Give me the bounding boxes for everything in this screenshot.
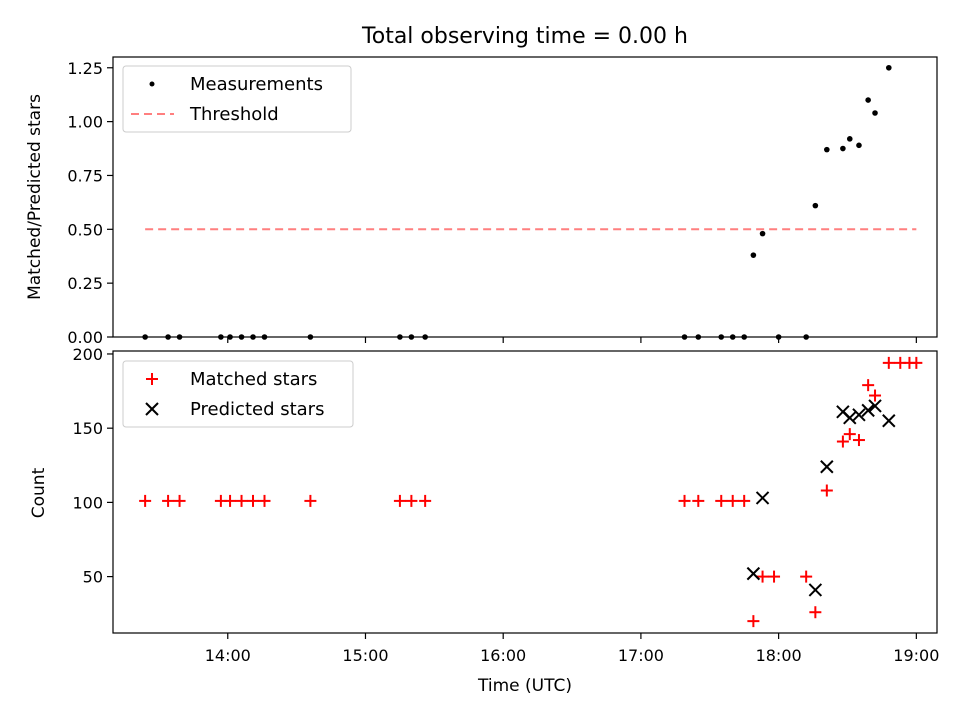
matched-star-point — [869, 389, 882, 402]
matched-star-point — [139, 494, 152, 507]
matched-star-point — [862, 379, 875, 392]
matched-star-point — [726, 494, 739, 507]
predicted-legend-label: Predicted stars — [190, 399, 324, 420]
measurement-point — [812, 202, 819, 209]
ratio-axes-frame — [112, 56, 938, 338]
predicted-star-point — [882, 414, 896, 428]
matched-star-point — [809, 606, 822, 619]
matched-star-point — [304, 494, 317, 507]
x-tick-label: 19:00 — [893, 646, 939, 665]
measurement-point — [750, 252, 757, 258]
measurement-point — [856, 142, 862, 149]
predicted-star-point — [868, 399, 882, 413]
x-tick-label: 14:00 — [205, 646, 251, 665]
predicted-star-point — [820, 460, 834, 474]
chart-title: Total observing time = 0.00 h — [361, 24, 688, 49]
matched-star-point — [820, 484, 833, 497]
matched-star-point — [419, 494, 432, 507]
ratio-y-tick-label: 1.25 — [67, 59, 103, 78]
ratio-y-tick-label: 0.25 — [67, 274, 103, 293]
measurement-point — [824, 146, 830, 153]
predicted-star-point — [746, 566, 761, 581]
predicted-star-point — [843, 411, 857, 425]
measurement-point — [885, 64, 892, 71]
matched-legend-marker — [146, 373, 158, 385]
ratio-y-tick-label: 0.50 — [67, 220, 103, 239]
matched-star-point — [836, 435, 849, 448]
matched-star-point — [852, 434, 865, 447]
count-y-tick-label: 100 — [72, 493, 103, 512]
ratio-y-tick-label: 1.00 — [67, 113, 103, 132]
predicted-star-point — [755, 491, 770, 505]
matched-star-point — [162, 494, 175, 507]
matched-star-point — [910, 356, 923, 369]
count-y-axis-label: Count — [29, 467, 49, 518]
matched-star-point — [224, 494, 237, 507]
ratio-legend: Measurements Threshold — [122, 65, 352, 133]
measurement-point — [846, 136, 853, 142]
matched-star-point — [235, 494, 248, 507]
predicted-star-point — [852, 408, 866, 422]
matched-star-point — [768, 570, 781, 583]
count-legend: Matched stars Predicted stars — [122, 360, 354, 428]
count-y-tick-label: 200 — [72, 345, 103, 364]
matched-star-point — [405, 494, 418, 507]
matched-star-point — [756, 570, 769, 583]
matched-star-point — [678, 494, 691, 507]
x-axis-label: Time (UTC) — [477, 676, 572, 696]
matched-star-point — [800, 570, 813, 583]
matched-star-point — [843, 428, 856, 441]
ratio-y-tick-label: 0.00 — [67, 328, 103, 347]
x-tick-label: 15:00 — [342, 646, 388, 665]
x-tick-label: 18:00 — [756, 646, 802, 665]
measurements-legend-label: Measurements — [190, 74, 323, 95]
count-subplot: 50 100 150 200 14:00 15:00 16:00 17:00 18:00 19:0… — [29, 345, 939, 696]
threshold-legend-label: Threshold — [189, 104, 279, 125]
matched-star-point — [692, 494, 705, 507]
predicted-legend-marker — [145, 402, 159, 416]
x-tick-label: 17:00 — [618, 646, 664, 665]
matched-star-point — [258, 494, 271, 507]
ratio-subplot: 0.00 0.25 0.50 0.75 1.00 1.25 Matched/Predict… — [25, 56, 938, 347]
ratio-y-tick-label: 0.75 — [67, 166, 103, 185]
x-tick-label: 16:00 — [480, 646, 526, 665]
predicted-star-point — [808, 583, 823, 597]
count-axes-frame — [112, 350, 938, 634]
matched-star-point — [393, 494, 406, 507]
count-y-tick-label: 50 — [83, 568, 103, 587]
measurement-point — [865, 97, 871, 103]
measurements-legend-marker — [149, 81, 155, 87]
matched-legend-label: Matched stars — [190, 369, 317, 390]
matched-star-point — [715, 494, 728, 507]
matched-star-point — [738, 494, 751, 507]
measurement-point — [840, 145, 846, 152]
measurement-point — [759, 230, 766, 237]
matched-star-point — [747, 615, 760, 628]
matched-star-point — [247, 494, 260, 507]
count-y-tick-label: 150 — [72, 419, 103, 438]
measurement-point — [872, 110, 878, 116]
ratio-y-axis-label: Matched/Predicted stars — [25, 94, 45, 300]
matched-star-point — [173, 494, 186, 507]
matched-star-point — [882, 356, 895, 369]
predicted-star-point — [861, 403, 875, 418]
